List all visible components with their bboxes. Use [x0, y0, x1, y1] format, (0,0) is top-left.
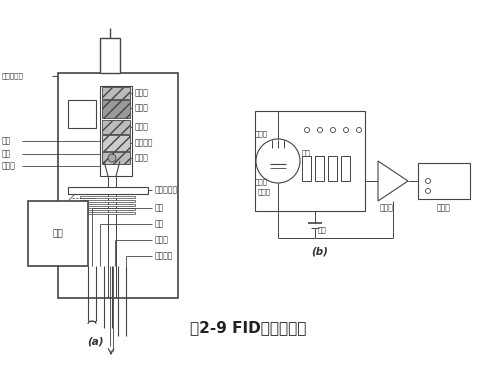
Text: 极化极: 极化极: [135, 123, 149, 131]
Circle shape: [425, 188, 430, 194]
Text: 空气扩散器: 空气扩散器: [155, 186, 178, 194]
Bar: [68, 187, 148, 194]
Text: 火焰: 火焰: [2, 137, 11, 146]
Polygon shape: [378, 161, 408, 201]
Text: 喷嘴: 喷嘴: [2, 149, 11, 158]
Text: 收集极: 收集极: [135, 104, 149, 112]
Text: 底座: 底座: [53, 229, 64, 239]
Bar: [418, 163, 470, 199]
Bar: [68, 100, 96, 128]
Text: 离子室: 离子室: [255, 131, 268, 137]
Bar: [80, 203, 135, 206]
Circle shape: [331, 127, 335, 132]
Text: 高阻: 高阻: [302, 150, 311, 156]
Bar: [102, 100, 130, 118]
Text: 氢气: 氢气: [155, 220, 164, 228]
Text: 放大器: 放大器: [380, 203, 394, 213]
Bar: [80, 212, 135, 214]
Circle shape: [343, 127, 348, 132]
Bar: [102, 120, 130, 134]
Text: (a): (a): [87, 336, 103, 346]
Bar: [102, 152, 130, 164]
Text: 电源: 电源: [318, 227, 327, 233]
Bar: [102, 87, 130, 99]
Bar: [102, 135, 130, 151]
Circle shape: [425, 179, 430, 183]
Text: 收集极: 收集极: [255, 179, 268, 185]
Circle shape: [108, 154, 116, 162]
Circle shape: [356, 127, 361, 132]
Bar: [255, 111, 365, 211]
Text: 发射极: 发射极: [258, 189, 271, 195]
Text: 图2-9 FID结构示意图: 图2-9 FID结构示意图: [190, 321, 306, 336]
Text: 记录器: 记录器: [437, 203, 451, 213]
Bar: [80, 195, 135, 198]
Circle shape: [256, 139, 300, 183]
Bar: [80, 208, 135, 210]
Bar: [100, 38, 120, 73]
Bar: [341, 156, 350, 181]
Text: 绝缘子: 绝缘子: [2, 161, 16, 171]
Text: 及点火器: 及点火器: [135, 138, 154, 147]
Text: 毛细管柱: 毛细管柱: [155, 251, 173, 261]
Text: 检测器筒体: 检测器筒体: [2, 73, 24, 79]
Bar: [315, 156, 324, 181]
Circle shape: [305, 127, 310, 132]
Text: 尾吹气: 尾吹气: [155, 235, 169, 244]
Bar: [28, 201, 88, 266]
Text: 空气: 空气: [155, 203, 164, 213]
Bar: [302, 156, 311, 181]
Circle shape: [318, 127, 323, 132]
Text: (b): (b): [312, 246, 329, 256]
Text: 绝缘子: 绝缘子: [135, 89, 149, 97]
Bar: [58, 73, 178, 298]
Bar: [328, 156, 337, 181]
Text: 绝缘子: 绝缘子: [135, 153, 149, 163]
Bar: [80, 199, 135, 202]
Bar: [100, 86, 132, 176]
